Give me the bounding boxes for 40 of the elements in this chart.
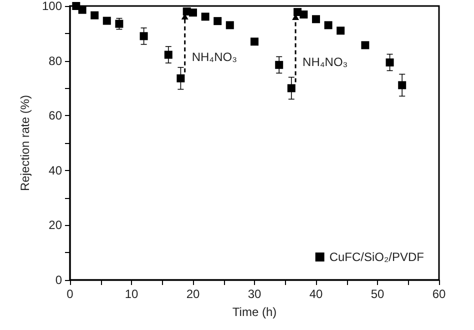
y-tick-label: 100 — [42, 0, 62, 13]
point — [72, 2, 80, 10]
point — [398, 81, 406, 90]
point — [140, 32, 148, 40]
x-axis-title: Time (h) — [232, 305, 277, 319]
y-tick-label: 80 — [48, 54, 62, 68]
x-tick-label: 10 — [124, 287, 138, 301]
y-tick-label: 40 — [48, 163, 62, 178]
point — [189, 8, 197, 17]
legend-label: CuFC/SiO₂/PVDF — [329, 250, 424, 264]
x-tick-label: 50 — [370, 287, 384, 301]
point — [250, 38, 258, 46]
point — [102, 16, 111, 25]
point — [214, 17, 222, 26]
y-axis-title: Rejection rate (%) — [18, 94, 32, 192]
point — [312, 15, 320, 24]
point — [300, 10, 308, 18]
point — [226, 21, 234, 30]
y-tick-label: 60 — [48, 108, 62, 123]
annotation: NH₄NO₃ — [192, 50, 238, 64]
point — [115, 20, 124, 28]
point — [90, 11, 99, 20]
x-tick-label: 40 — [309, 287, 323, 301]
point — [287, 84, 296, 92]
point — [386, 58, 394, 66]
point — [324, 21, 332, 30]
point — [78, 6, 86, 14]
annotation: NH₄NO₃ — [302, 55, 348, 70]
x-tick-label: 30 — [248, 287, 262, 301]
point — [176, 74, 185, 82]
y-tick-label: 20 — [48, 218, 62, 232]
x-tick-label: 0 — [66, 287, 74, 301]
x-tick-label: 20 — [186, 287, 200, 301]
point — [336, 26, 345, 35]
point — [201, 12, 210, 21]
point — [361, 41, 370, 50]
point — [275, 60, 284, 69]
x-tick-label: 60 — [432, 287, 446, 301]
y-tick-label: 0 — [55, 273, 62, 287]
point — [164, 50, 172, 59]
